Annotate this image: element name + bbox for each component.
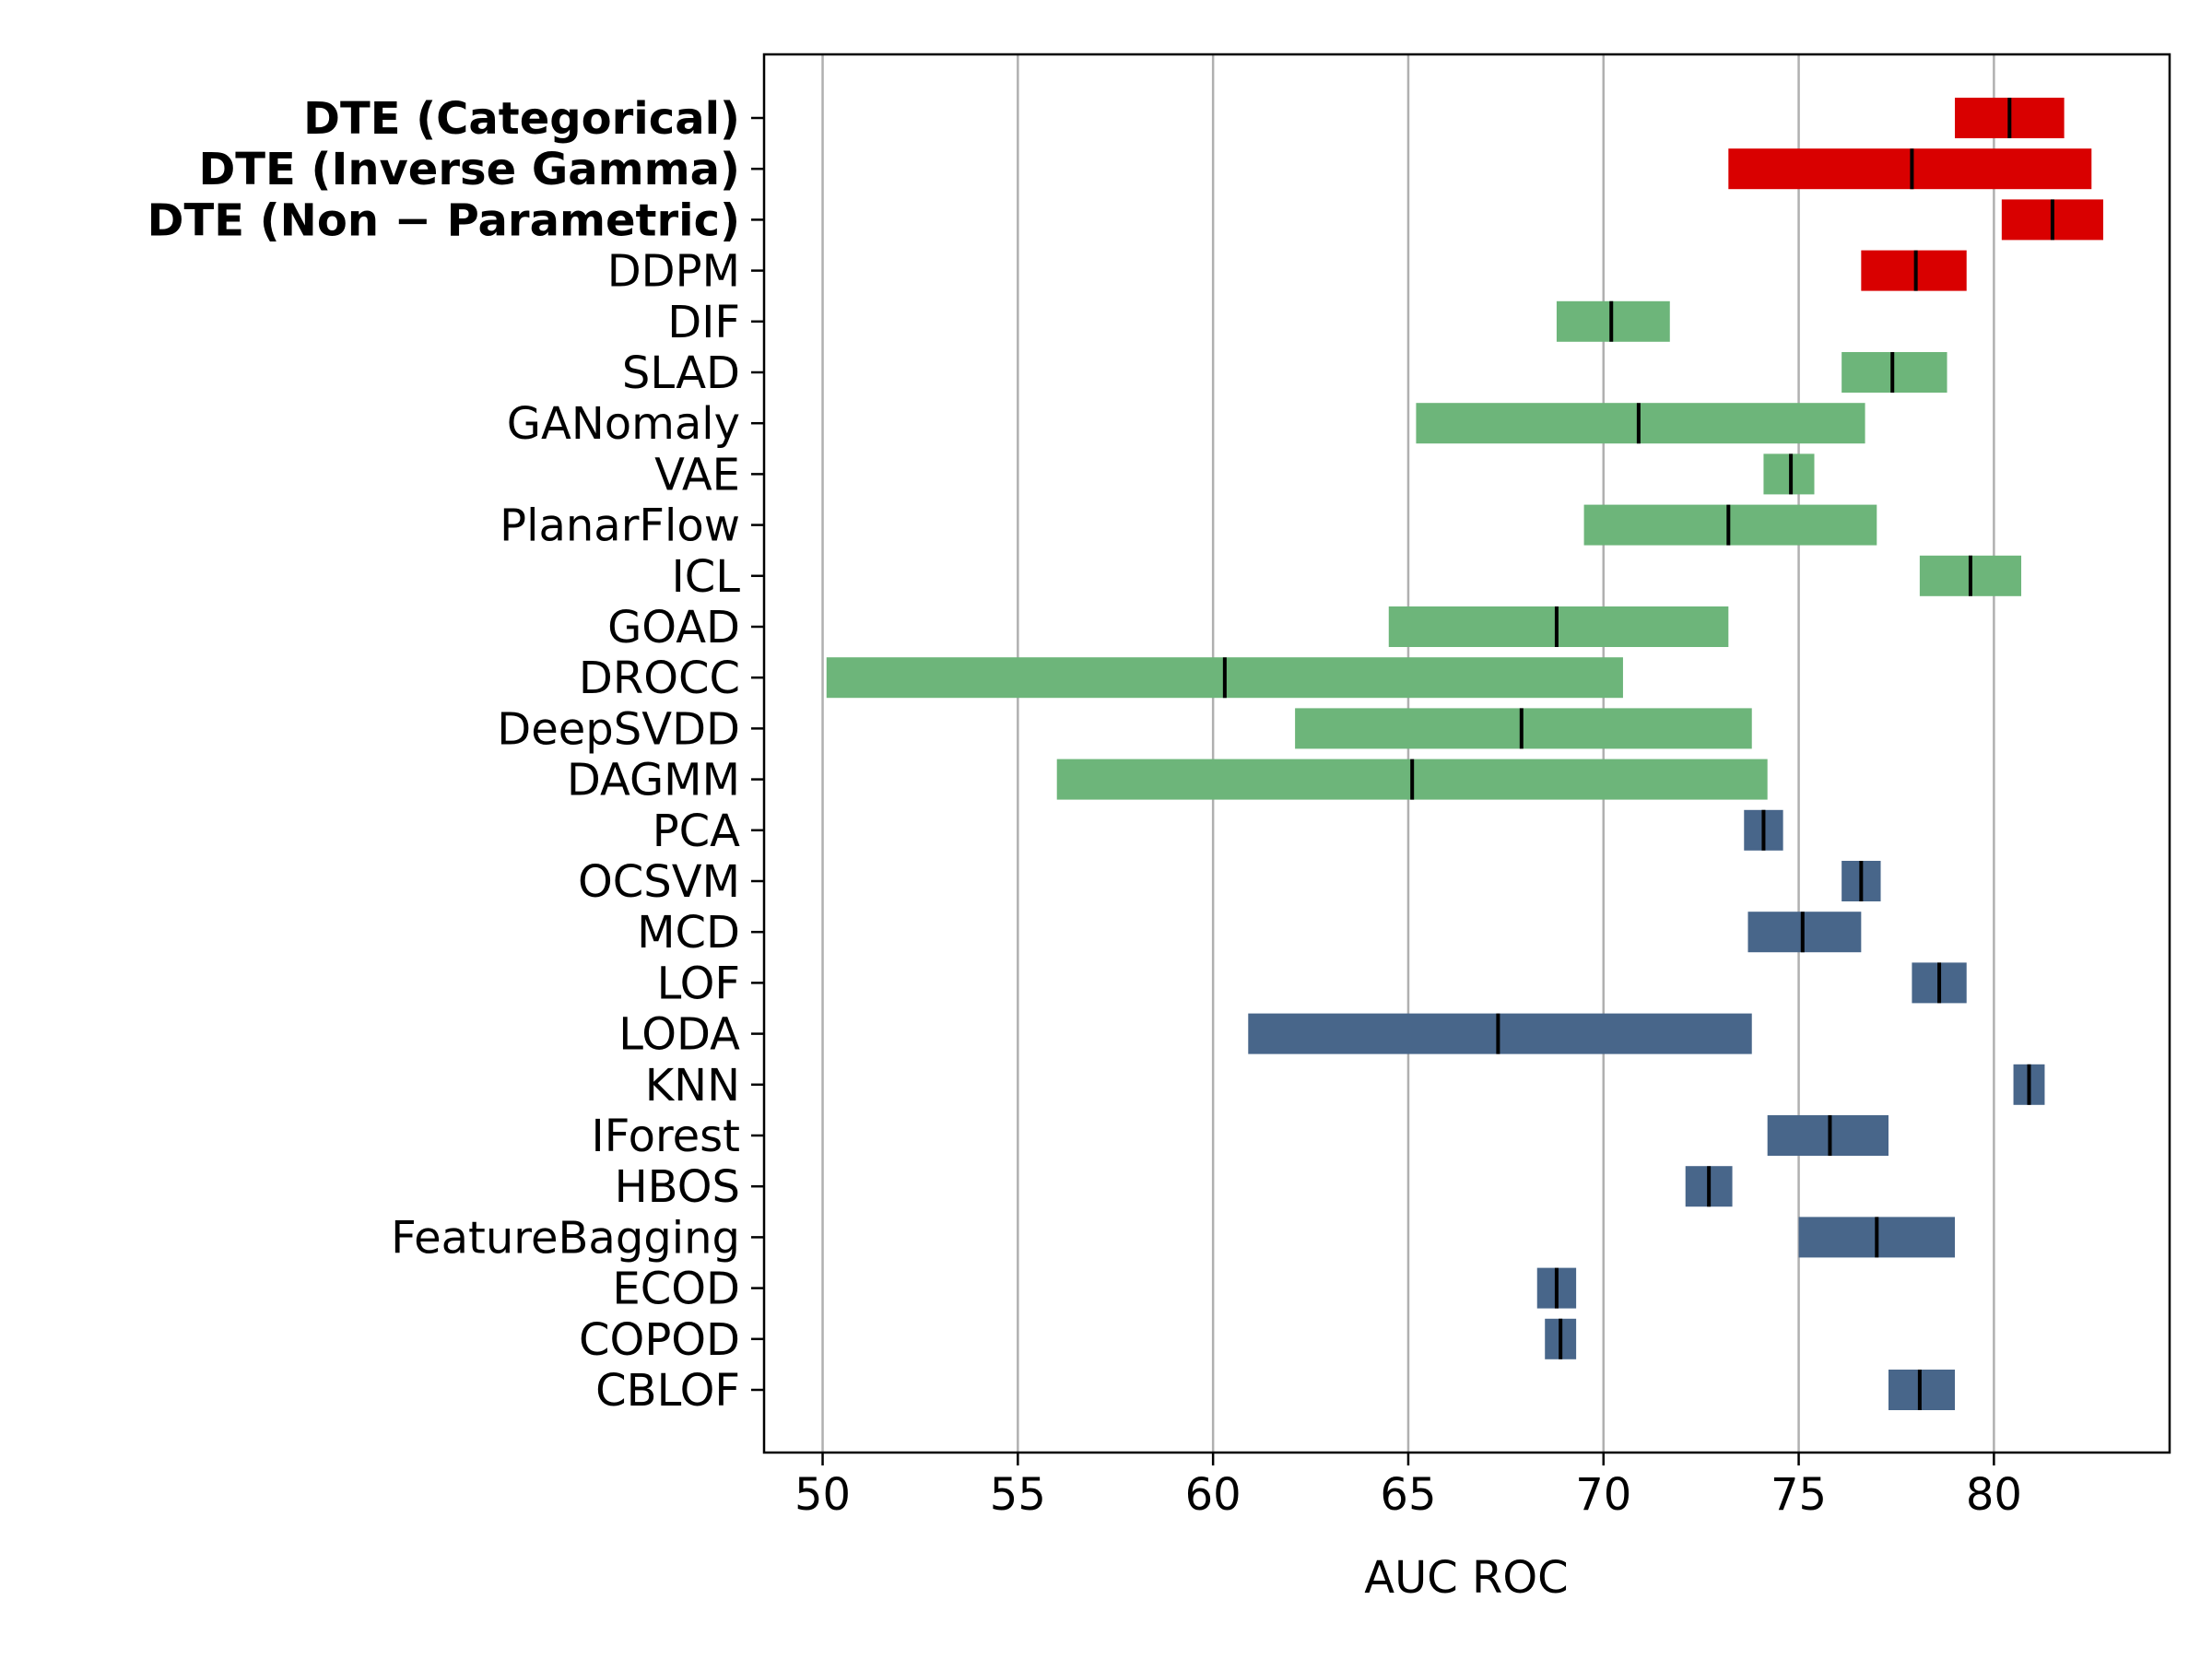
range-bar-cblof [1888,1370,1956,1410]
y-tick-label-mcd: MCD [637,907,740,959]
range-bar-ganomaly [1416,403,1865,444]
y-tick-label-cblof: CBLOF [595,1365,740,1417]
y-tick-label-iforest: IForest [592,1111,740,1162]
y-tick-label-slad: SLAD [622,347,740,399]
x-tick-label: 60 [1185,1469,1241,1521]
range-bar-dte-inverse-gamma [1728,148,2092,190]
y-tick-label-lof: LOF [657,958,740,1009]
y-tick-label-ecod: ECOD [612,1264,740,1315]
range-bar-loda [1248,1013,1752,1054]
y-tick-label-copod: COPOD [579,1314,740,1366]
y-tick-label-vae: VAE [654,449,740,500]
range-bar-goad [1388,606,1729,647]
y-tick-label-dte-inverse-gamma: DTE (Inverse Gamma) [198,144,740,195]
y-tick-label-icl: ICL [672,551,741,603]
y-tick-label-ganomaly: GANomaly [507,398,740,450]
y-tick-label-featurebagging: FeatureBagging [391,1212,740,1264]
y-tick-label-deepsvdd: DeepSVDD [497,703,740,755]
range-bar-planarflow [1583,504,1877,546]
x-tick-label: 75 [1771,1469,1827,1521]
y-tick-label-goad: GOAD [607,602,740,653]
y-tick-label-hbos: HBOS [615,1161,740,1213]
x-tick-label: 65 [1380,1469,1436,1521]
plot-frame [762,53,2171,1454]
y-tick-label-planarflow: PlanarFlow [500,500,740,552]
y-tick-label-ocsvm: OCSVM [578,856,740,908]
range-bar-deepsvdd [1295,708,1752,749]
range-bar-mcd [1747,912,1862,953]
range-bar-slad [1841,352,1947,393]
y-tick-label-pca: PCA [653,806,740,857]
y-tick-label-drocc: DROCC [579,653,740,704]
y-tick-label-dif: DIF [667,297,740,348]
grid-layer [821,54,1995,1453]
x-tick-label: 55 [990,1469,1046,1521]
range-bar-ddpm [1861,250,1967,291]
range-bar-vae [1763,453,1815,495]
x-tick-label: 70 [1575,1469,1631,1521]
x-tick-label: 80 [1966,1469,2022,1521]
y-tick-label-dagmm: DAGMM [567,755,740,806]
y-tick-label-loda: LODA [618,1009,740,1061]
y-tick-label-ddpm: DDPM [607,246,740,298]
x-axis-label: AUC ROC [1364,1552,1568,1604]
y-tick-label-dte-categorical: DTE (Categorical) [303,93,740,145]
bar-layer [826,98,2103,1410]
y-tick-label-knn: KNN [645,1060,740,1112]
x-tick-label: 50 [794,1469,851,1521]
y-axis-ticks: DTE (Categorical)DTE (Inverse Gamma)DTE … [147,93,764,1417]
range-bar-iforest [1767,1115,1888,1156]
x-axis-ticks: 50 55 60 65 70 75 80 [794,1453,2022,1521]
range-bar-dif [1556,300,1670,342]
y-tick-label-dte-non-parametric: DTE (Non − Parametric) [147,194,740,246]
